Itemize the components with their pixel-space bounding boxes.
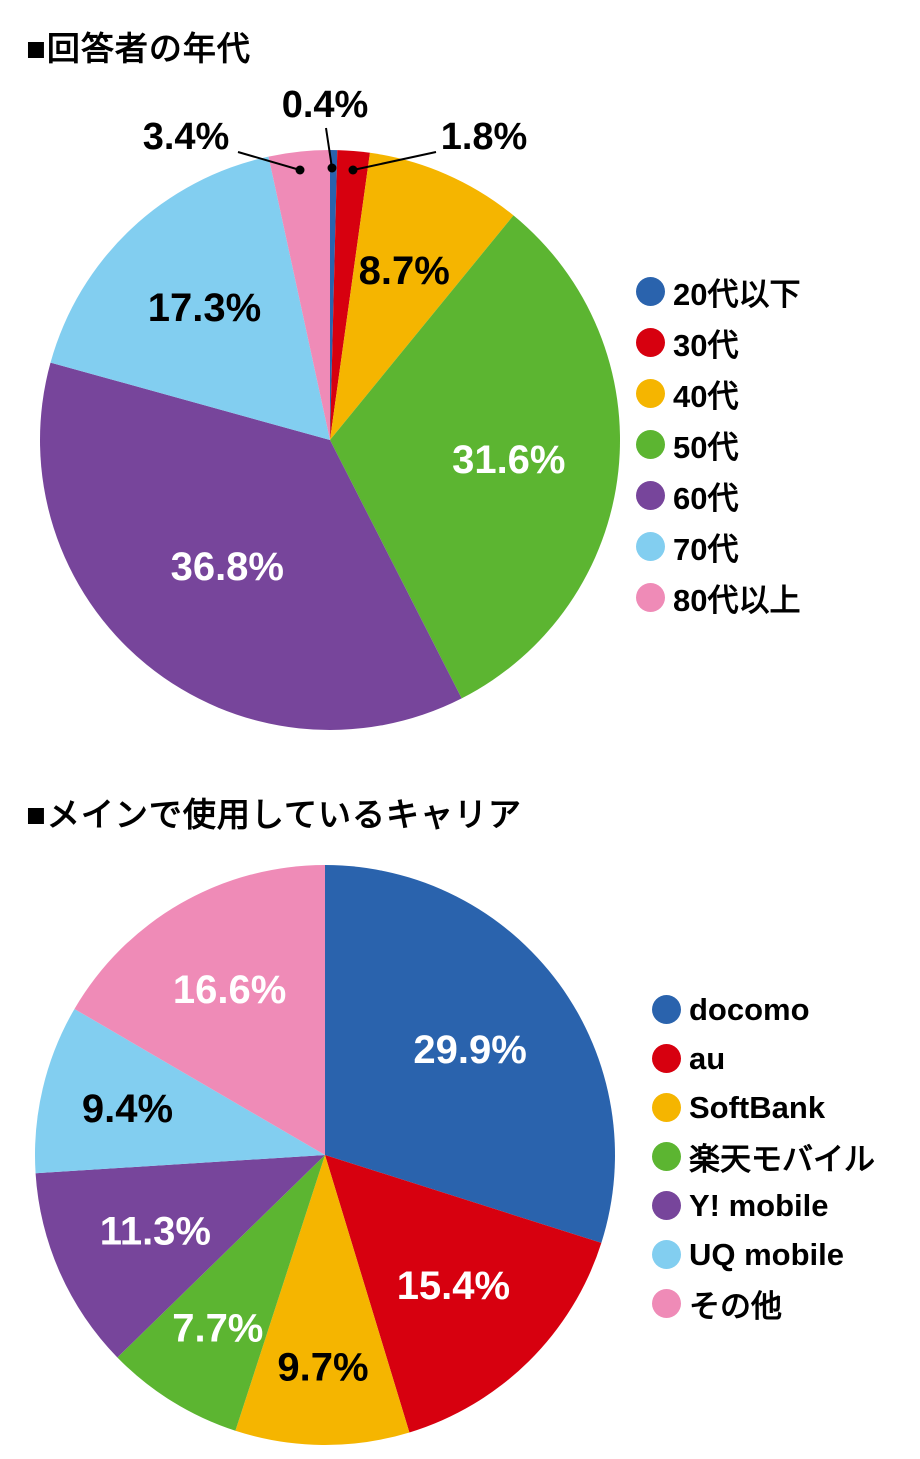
legend-label: 70代 [673, 532, 739, 567]
legend-swatch-icon [652, 1044, 681, 1073]
legend-label: SoftBank [689, 1089, 826, 1125]
legend-swatch-icon [636, 481, 665, 510]
slice-percentage-label: 15.4% [397, 1264, 510, 1308]
legend-item: 60代 [636, 470, 800, 521]
slice-percentage-label: 7.7% [172, 1306, 263, 1350]
legend-item: Y! mobile [652, 1181, 875, 1230]
pie-slice [330, 150, 338, 440]
legend-label: 60代 [673, 481, 739, 516]
pie-slice [325, 865, 615, 1243]
carrier-chart-title: ■メインで使用しているキャリア [26, 796, 522, 833]
leader-dot [327, 163, 337, 173]
legend-label: 楽天モバイル [689, 1142, 875, 1177]
carrier-chart-legend: docomo au SoftBank 楽天モバイル Y! mobile UQ mobile… [652, 985, 875, 1328]
leader-line [352, 151, 437, 171]
pie-slice [117, 1155, 325, 1431]
legend-item: docomo [652, 985, 875, 1034]
legend-label: その他 [689, 1289, 782, 1324]
leader-line [325, 127, 333, 169]
legend-label: 20代以下 [673, 277, 801, 312]
legend-label: 40代 [673, 379, 739, 414]
legend-label: 50代 [673, 430, 739, 465]
legend-swatch-icon [652, 1191, 681, 1220]
legend-item: 50代 [636, 419, 800, 470]
carrier-pie-chart: 29.9% 15.4% 9.7% 7.7% 11.3% 9.4% 16.6% [34, 865, 615, 1446]
pie-slice [330, 215, 621, 699]
legend-label: 30代 [673, 328, 739, 363]
legend-label: docomo [689, 991, 810, 1027]
slice-percentage-label: 9.4% [82, 1087, 173, 1131]
pie-slice [50, 156, 331, 440]
legend-swatch-icon [636, 583, 665, 612]
legend-swatch-icon [636, 430, 665, 459]
legend-swatch-icon [636, 532, 665, 561]
legend-item: 30代 [636, 317, 800, 368]
pie-slice [235, 1155, 410, 1446]
age-chart-legend: 20代以下 30代 40代 50代 60代 70代 80代以上 [636, 266, 800, 623]
leader-dot [295, 165, 305, 175]
pie-slice [268, 150, 330, 440]
legend-item: その他 [652, 1279, 875, 1328]
leader-dot [348, 165, 358, 175]
age-chart-title: ■回答者の年代 [26, 30, 251, 67]
legend-item: UQ mobile [652, 1230, 875, 1279]
legend-label: UQ mobile [689, 1236, 845, 1272]
pie-slice [330, 152, 514, 440]
legend-swatch-icon [652, 1240, 681, 1269]
legend-swatch-icon [652, 1093, 681, 1122]
pie-slice [40, 362, 462, 730]
slice-percentage-label: 3.4% [143, 116, 230, 158]
legend-item: SoftBank [652, 1083, 875, 1132]
legend-label: 80代以上 [673, 583, 801, 618]
legend-item: 70代 [636, 521, 800, 572]
slice-percentage-label: 17.3% [148, 286, 261, 330]
slice-percentage-label: 36.8% [171, 545, 284, 589]
pie-slice [74, 865, 326, 1155]
legend-item: 80代以上 [636, 572, 800, 623]
slice-percentage-label: 9.7% [277, 1346, 368, 1390]
legend-item: 20代以下 [636, 266, 800, 317]
age-pie-chart: 0.4% 1.8% 8.7% 31.6% 36.8% 17.3% 3.4% [40, 84, 621, 730]
legend-swatch-icon [636, 379, 665, 408]
legend-item: 40代 [636, 368, 800, 419]
legend-swatch-icon [636, 328, 665, 357]
pie-slice [34, 1008, 326, 1174]
pie-slice [330, 150, 370, 440]
slice-percentage-label: 0.4% [282, 84, 369, 126]
legend-swatch-icon [636, 277, 665, 306]
legend-swatch-icon [652, 1289, 681, 1318]
legend-swatch-icon [652, 1142, 681, 1171]
legend-label: Y! mobile [689, 1187, 829, 1223]
slice-percentage-label: 29.9% [413, 1028, 526, 1072]
legend-item: au [652, 1034, 875, 1083]
slice-percentage-label: 8.7% [359, 249, 450, 293]
legend-label: au [689, 1040, 726, 1076]
legend-item: 楽天モバイル [652, 1132, 875, 1181]
leader-line [237, 151, 301, 171]
pie-slice [325, 1155, 602, 1433]
slice-percentage-label: 1.8% [441, 116, 528, 158]
pie-slice [35, 1155, 325, 1358]
slice-percentage-label: 31.6% [452, 438, 565, 482]
slice-percentage-label: 16.6% [173, 968, 286, 1012]
legend-swatch-icon [652, 995, 681, 1024]
slice-percentage-label: 11.3% [100, 1209, 211, 1253]
